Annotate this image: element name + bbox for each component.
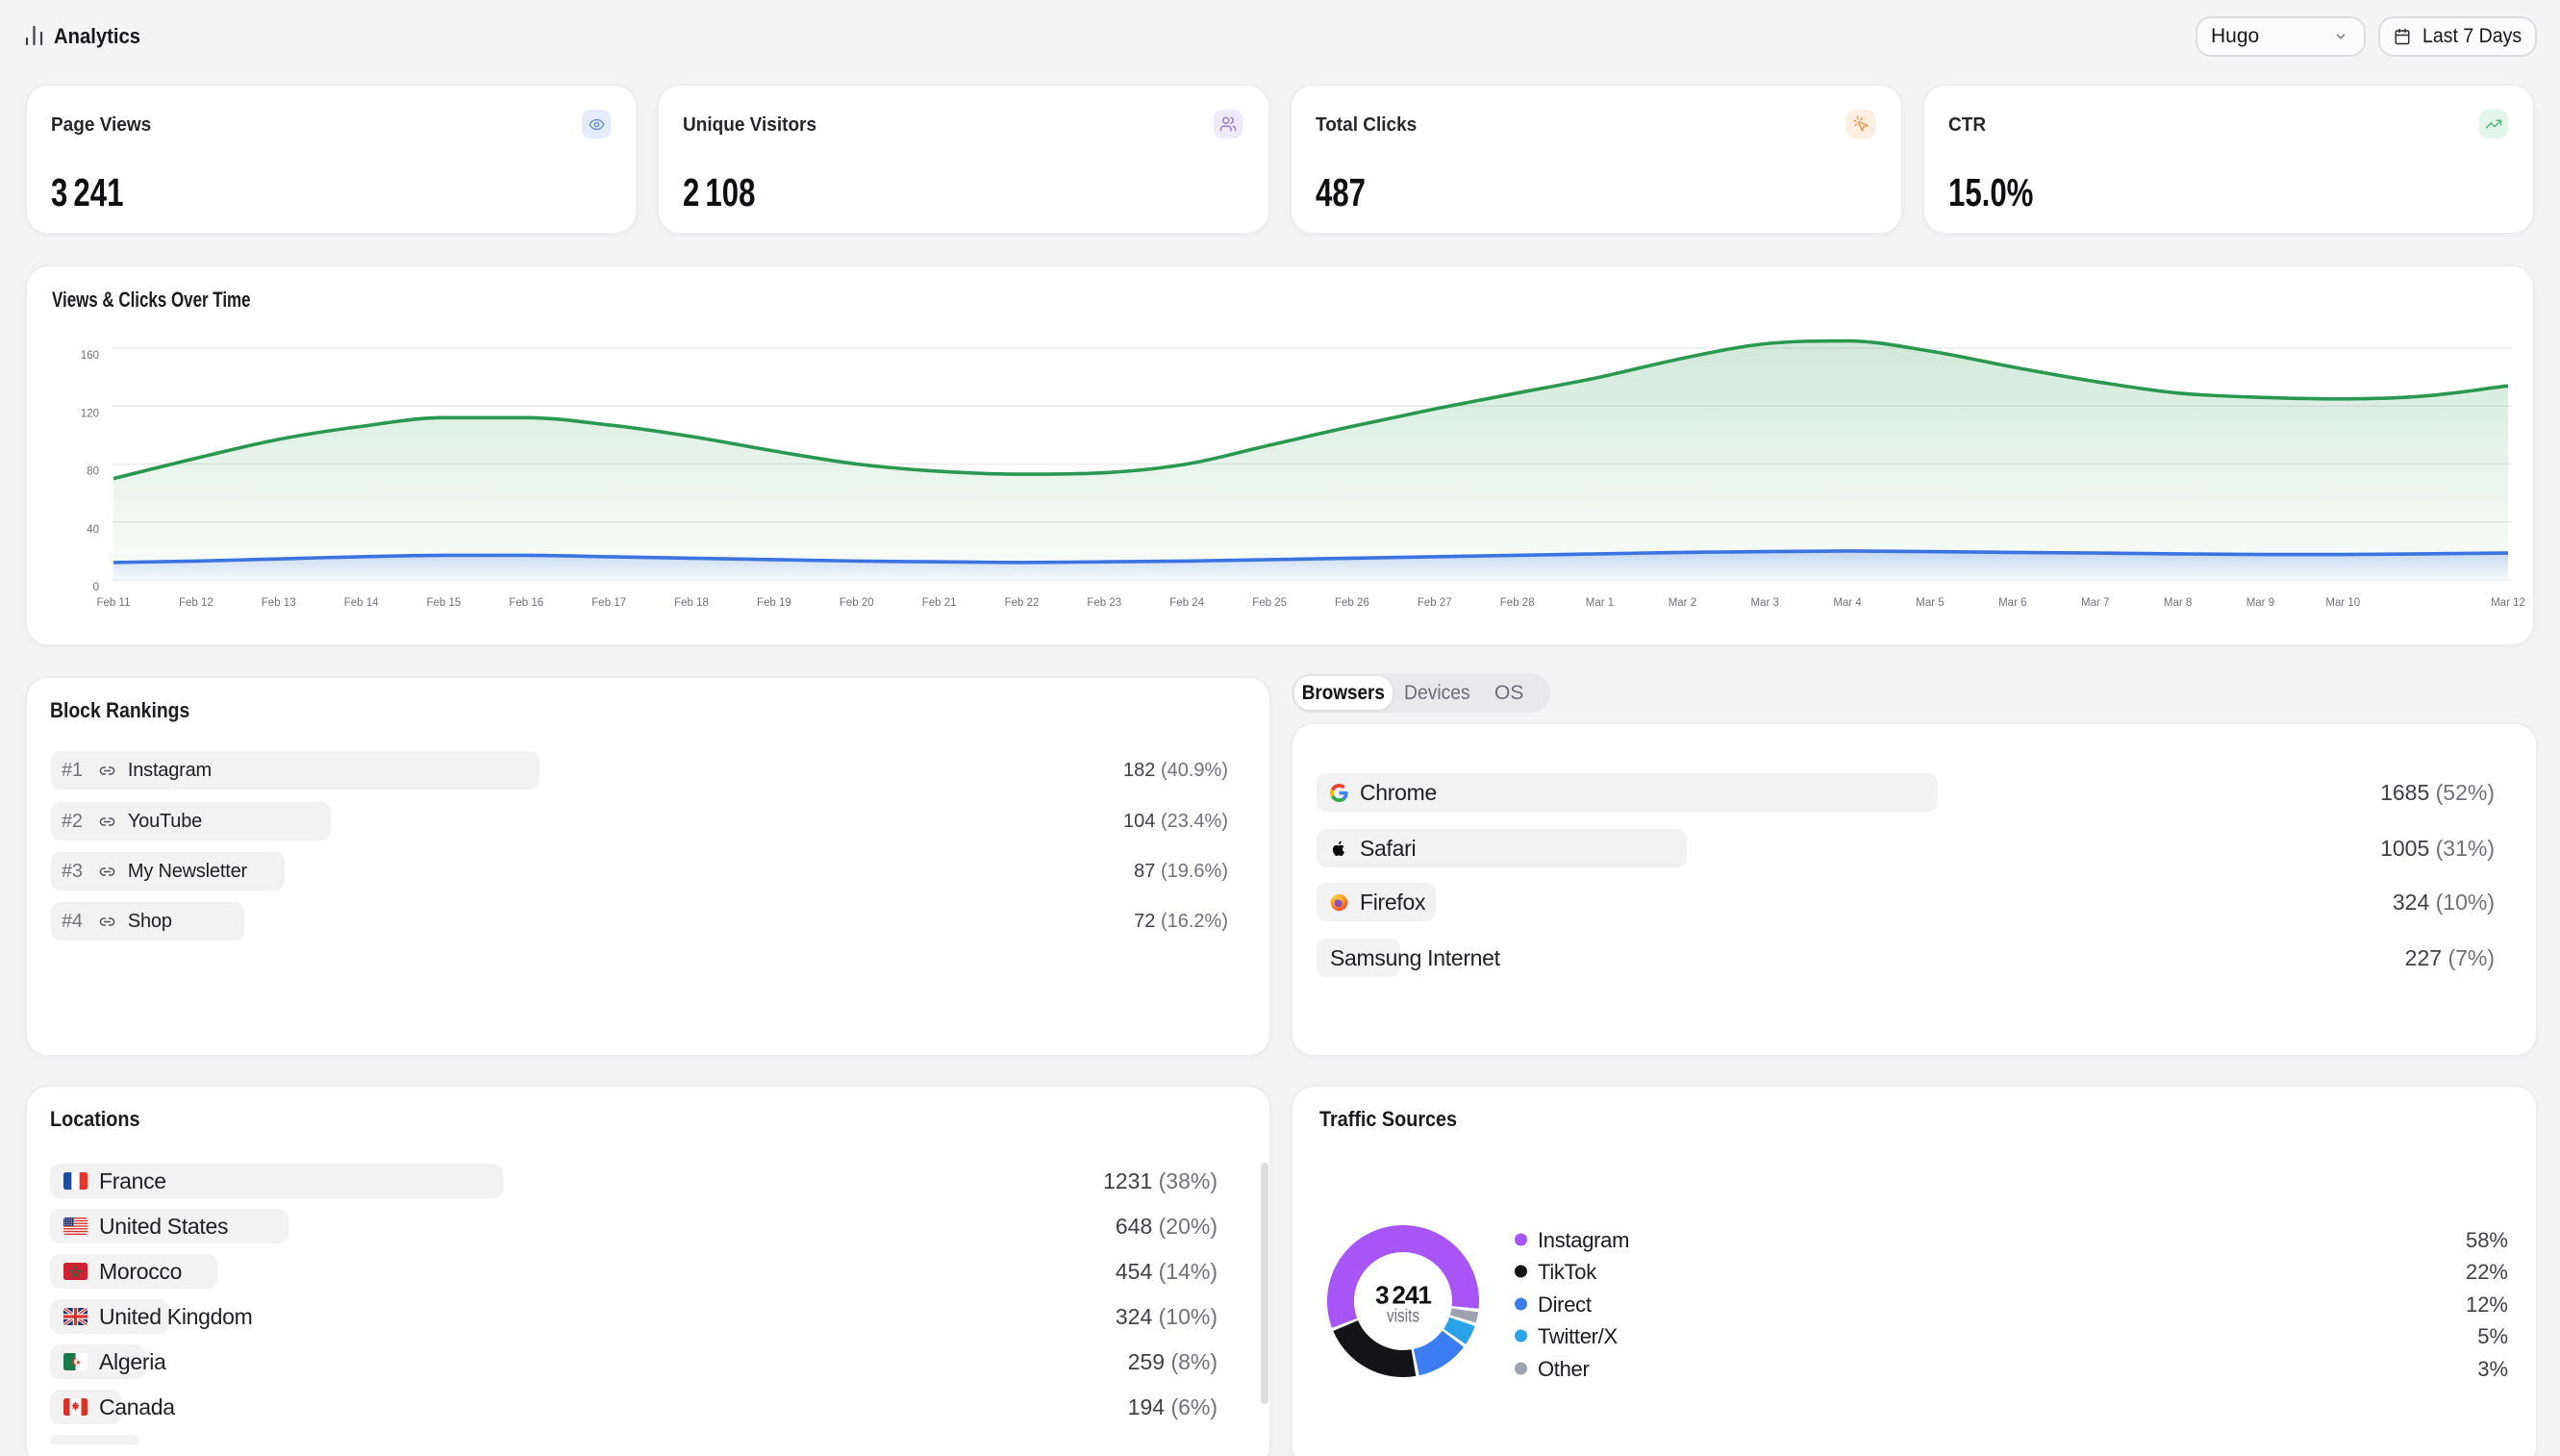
svg-text:Feb 28: Feb 28 [1500,597,1535,609]
svg-text:Mar 7: Mar 7 [2081,597,2109,609]
svg-text:Mar 6: Mar 6 [1998,597,2026,609]
svg-text:Feb 14: Feb 14 [344,597,379,609]
svg-text:Mar 3: Mar 3 [1750,597,1778,609]
svg-text:Feb 25: Feb 25 [1252,597,1287,609]
svg-text:160: 160 [81,350,99,362]
svg-text:Mar 10: Mar 10 [2325,597,2360,609]
svg-text:80: 80 [87,466,99,478]
svg-text:12%: 12% [2466,1293,2508,1317]
svg-text:Feb 21: Feb 21 [922,597,957,609]
svg-text:Feb 19: Feb 19 [757,597,791,609]
svg-text:40: 40 [87,524,99,536]
svg-text:22%: 22% [2466,1260,2508,1284]
svg-text:Feb 20: Feb 20 [840,597,874,609]
svg-text:Direct: Direct [1538,1293,1592,1317]
svg-text:Mar 2: Mar 2 [1669,597,1696,609]
svg-text:TikTok: TikTok [1538,1260,1597,1284]
svg-text:Feb 16: Feb 16 [509,597,543,609]
svg-text:0: 0 [93,582,99,593]
svg-text:Mar 9: Mar 9 [2246,597,2274,609]
svg-text:3%: 3% [2477,1357,2508,1381]
svg-text:Feb 15: Feb 15 [426,597,461,609]
svg-text:Mar 12: Mar 12 [2491,597,2525,609]
svg-text:Twitter/X: Twitter/X [1538,1324,1618,1348]
svg-text:Feb 26: Feb 26 [1335,597,1369,609]
svg-text:Mar 8: Mar 8 [2164,597,2192,609]
svg-text:Instagram: Instagram [1538,1228,1629,1252]
svg-text:58%: 58% [2466,1228,2508,1252]
svg-text:5%: 5% [2477,1324,2508,1348]
svg-text:Feb 13: Feb 13 [262,597,296,609]
svg-text:Mar 5: Mar 5 [1916,597,1944,609]
svg-text:Feb 18: Feb 18 [674,597,709,609]
svg-text:Feb 11: Feb 11 [97,597,131,609]
svg-text:Feb 22: Feb 22 [1005,597,1040,609]
svg-text:Feb 17: Feb 17 [591,597,626,609]
svg-text:Feb 23: Feb 23 [1087,597,1121,609]
svg-text:Feb 12: Feb 12 [179,597,213,609]
svg-text:120: 120 [81,408,99,419]
svg-text:Mar 1: Mar 1 [1586,597,1614,609]
svg-text:Feb 24: Feb 24 [1169,597,1204,609]
svg-text:visits: visits [1387,1307,1419,1327]
svg-text:Mar 4: Mar 4 [1833,597,1862,609]
svg-text:Other: Other [1538,1357,1590,1381]
svg-text:Feb 27: Feb 27 [1418,597,1452,609]
